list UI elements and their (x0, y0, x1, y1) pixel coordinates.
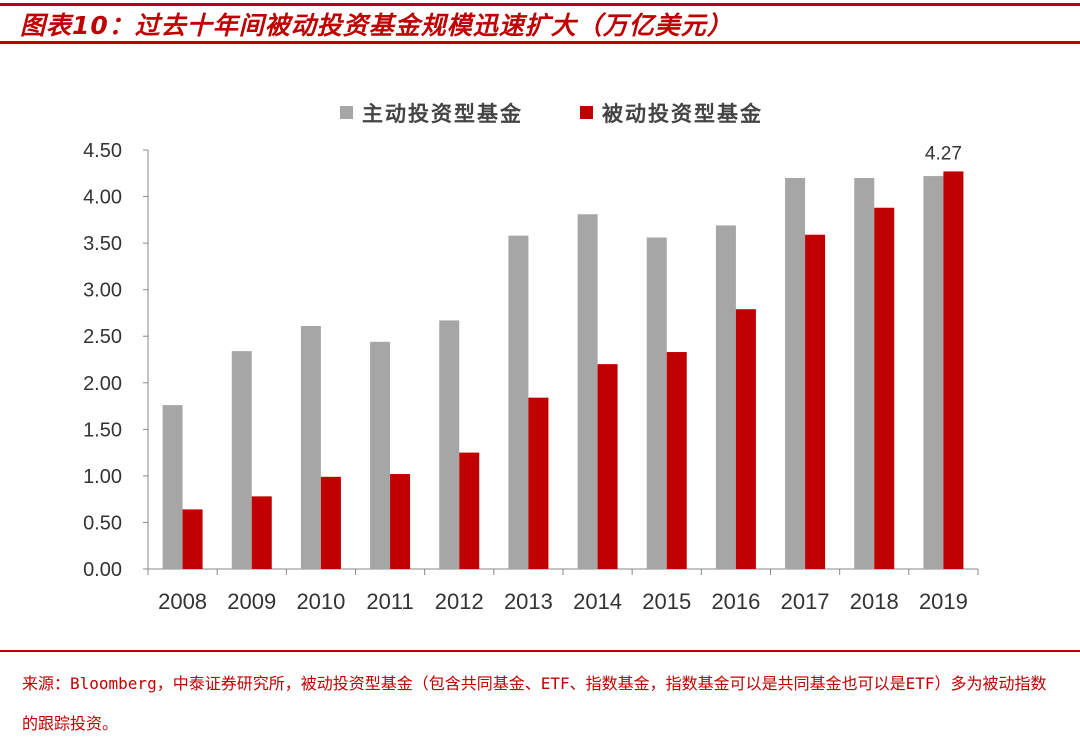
x-tick-label: 2008 (158, 589, 207, 614)
bar-passive-2014 (597, 364, 618, 569)
figure-title: 图表10：过去十年间被动投资基金规模迅速扩大（万亿美元） (20, 11, 733, 40)
bar-active-2016 (715, 225, 736, 570)
title-top-rule (0, 3, 1080, 6)
y-tick-label: 3.00 (83, 280, 122, 302)
y-tick-label: 3.50 (83, 233, 122, 255)
x-tick-label: 2016 (711, 589, 760, 614)
y-tick-label: 2.50 (83, 326, 122, 348)
bar-passive-2019 (943, 171, 964, 569)
y-tick-label: 4.50 (83, 140, 122, 162)
y-tick-label: 0.50 (83, 512, 122, 534)
x-tick-label: 2017 (781, 589, 830, 614)
x-tick-label: 2014 (573, 589, 622, 614)
y-tick-label: 1.50 (83, 419, 122, 441)
bar-passive-2009 (251, 496, 272, 569)
x-tick-label: 2019 (919, 589, 968, 614)
bar-passive-2013 (528, 397, 549, 569)
bar-active-2015 (646, 237, 667, 569)
legend-label: 被动投资型基金 (602, 102, 763, 126)
x-tick-label: 2011 (366, 589, 413, 614)
source-note: 来源：Bloomberg，中泰证券研究所，被动投资型基金（包含共同基金、ETF、… (22, 674, 1047, 733)
bar-active-2009 (231, 351, 252, 569)
legend-swatch (340, 106, 353, 119)
bar-passive-2016 (735, 309, 756, 569)
x-tick-label: 2010 (296, 589, 345, 614)
y-tick-label: 4.00 (83, 187, 122, 209)
bar-passive-2008 (182, 509, 203, 569)
x-tick-label: 2012 (435, 589, 484, 614)
x-tick-label: 2018 (850, 589, 899, 614)
bar-passive-2010 (320, 476, 341, 569)
x-tick-label: 2009 (227, 589, 276, 614)
y-tick-label: 1.00 (83, 466, 122, 488)
data-label: 4.27 (925, 143, 962, 164)
bar-active-2018 (854, 177, 875, 569)
title-bottom-rule (0, 41, 1080, 44)
legend-swatch (580, 106, 593, 119)
y-tick-label: 2.00 (83, 373, 122, 395)
bar-passive-2015 (666, 352, 687, 569)
bar-active-2017 (785, 177, 806, 569)
bar-active-2014 (577, 214, 598, 569)
bar-active-2019 (923, 176, 944, 569)
bar-active-2012 (439, 320, 460, 569)
bar-active-2013 (508, 235, 529, 569)
bar-active-2008 (162, 405, 183, 569)
bar-passive-2012 (459, 452, 480, 569)
bar-passive-2011 (390, 474, 411, 569)
y-tick-label: 0.00 (83, 559, 122, 581)
source-top-rule (0, 650, 1080, 652)
x-tick-label: 2013 (504, 589, 553, 614)
bar-passive-2017 (805, 234, 826, 569)
bar-active-2011 (370, 341, 391, 569)
bar-passive-2018 (874, 207, 895, 569)
bar-active-2010 (300, 325, 321, 569)
legend-label: 主动投资型基金 (362, 102, 523, 126)
x-tick-label: 2015 (642, 589, 691, 614)
